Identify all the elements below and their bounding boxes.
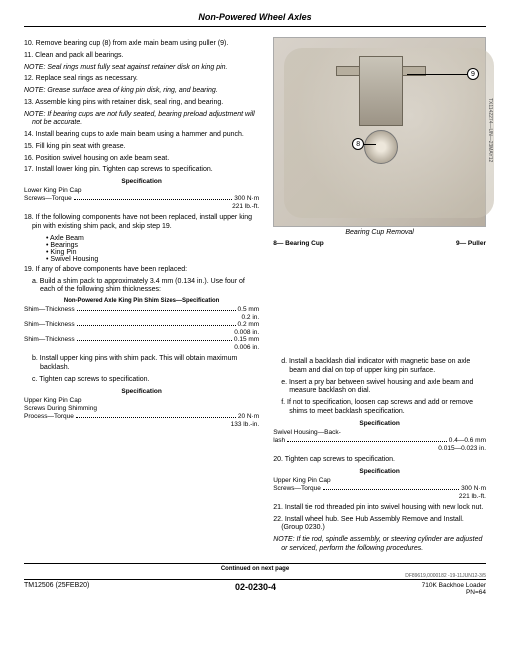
list-item: Bearings bbox=[46, 242, 259, 249]
spec-heading: Specification bbox=[273, 468, 486, 475]
leader-dots bbox=[287, 437, 447, 442]
footer-mid: 02-0230-4 bbox=[235, 582, 276, 596]
content-columns: 10. Remove bearing cup (8) from axle mai… bbox=[24, 37, 486, 557]
spec-label: Screws During Shimming bbox=[24, 405, 97, 413]
spec-value: 0.4—0.6 mm bbox=[449, 437, 486, 445]
bearing-cup-figure: 8 9 TX1142274—UN—23MAY12 bbox=[273, 37, 486, 227]
spec-value: 0.006 in. bbox=[24, 344, 259, 351]
list-item: Swivel Housing bbox=[46, 256, 259, 263]
spec-value: 221 lb.-ft. bbox=[24, 203, 259, 210]
step-19c: c. Tighten cap screws to specification. bbox=[40, 376, 259, 385]
spec-value: 0.008 in. bbox=[24, 329, 259, 336]
step-10: 10. Remove bearing cup (8) from axle mai… bbox=[32, 40, 259, 49]
leader-dots bbox=[74, 195, 233, 200]
list-item: King Pin bbox=[46, 249, 259, 256]
note-3: NOTE: If bearing cups are not fully seat… bbox=[24, 111, 259, 129]
spec-value: 300 N·m bbox=[234, 195, 259, 203]
step-21: 21. Install tie rod threaded pin into sw… bbox=[281, 504, 486, 513]
continued-text: Continued on next page bbox=[221, 566, 289, 572]
step-17: 17. Install lower king pin. Tighten cap … bbox=[32, 166, 259, 175]
leader-dots bbox=[323, 485, 459, 490]
step-18: 18. If the following components have not… bbox=[32, 214, 259, 232]
figure-caption: Bearing Cup Removal bbox=[273, 229, 486, 236]
spec-lower-kingpin: Lower King Pin Cap Screws—Torque 300 N·m… bbox=[24, 187, 259, 210]
footer-title: 710K Backhoe Loader bbox=[422, 582, 486, 589]
legend-item: 9— Puller bbox=[456, 240, 486, 247]
footer-right: 710K Backhoe Loader PN=64 bbox=[422, 582, 486, 596]
spec-label: Process—Torque bbox=[24, 413, 74, 421]
leader-dots bbox=[77, 321, 236, 326]
spec-value: 0.2 mm bbox=[238, 321, 260, 329]
step-19: 19. If any of above components have been… bbox=[32, 266, 259, 275]
spacer bbox=[273, 255, 486, 355]
spec-value: 221 lb.-ft. bbox=[273, 493, 486, 500]
step-16: 16. Position swivel housing on axle beam… bbox=[32, 155, 259, 164]
spec-label: Shim—Thickness bbox=[24, 336, 75, 344]
figure-code: TX1142274—UN—23MAY12 bbox=[487, 98, 493, 162]
spec-label: Shim—Thickness bbox=[24, 321, 75, 329]
spec-backlash: Swivel Housing—Back- lash 0.4—0.6 mm 0.0… bbox=[273, 429, 486, 452]
shim-spec-table: Shim—Thickness 0.5 mm 0.2 in. Shim—Thickn… bbox=[24, 306, 259, 351]
step-19a: a. Build a shim pack to approximately 3.… bbox=[40, 278, 259, 296]
step-14: 14. Install bearing cups to axle main be… bbox=[32, 131, 259, 140]
spec-label: Upper King Pin Cap bbox=[24, 397, 81, 405]
step-12: 12. Replace seal rings as necessary. bbox=[32, 75, 259, 84]
leader-dots bbox=[77, 306, 236, 311]
spec-value: 0.15 mm bbox=[234, 336, 259, 344]
spec-value: 0.2 in. bbox=[24, 314, 259, 321]
spec-label: Screws—Torque bbox=[24, 195, 72, 203]
continued-line: Continued on next page bbox=[24, 563, 486, 572]
spec-heading: Specification bbox=[24, 388, 259, 395]
footer-left: TM12506 (25FEB20) bbox=[24, 582, 89, 596]
spec-upper-shim: Upper King Pin Cap Screws During Shimmin… bbox=[24, 397, 259, 428]
step-19b: b. Install upper king pins with shim pac… bbox=[40, 355, 259, 373]
spec-value: 133 lb.-in. bbox=[24, 421, 259, 428]
footer-pn: PN=64 bbox=[422, 589, 486, 596]
step-20: 20. Tighten cap screws to specification. bbox=[281, 456, 486, 465]
step-19d: d. Install a backlash dial indicator wit… bbox=[289, 358, 486, 376]
spec-heading: Specification bbox=[273, 420, 486, 427]
spec-label: Shim—Thickness bbox=[24, 306, 75, 314]
legend-item: 8— Bearing Cup bbox=[273, 240, 324, 247]
list-item: Axle Beam bbox=[46, 235, 259, 242]
spec-label: Lower King Pin Cap bbox=[24, 187, 81, 195]
leader-dots bbox=[77, 336, 232, 341]
spec-value: 300 N·m bbox=[461, 485, 486, 493]
callout-9: 9 bbox=[467, 68, 479, 80]
shim-spec-heading: Non-Powered Axle King Pin Shim Sizes—Spe… bbox=[24, 298, 259, 304]
spec-heading: Specification bbox=[24, 178, 259, 185]
spec-label: Swivel Housing—Back- bbox=[273, 429, 341, 437]
spec-value: 20 N·m bbox=[238, 413, 259, 421]
note-4: NOTE: If tie rod, spindle assembly, or s… bbox=[273, 536, 486, 554]
left-column: 10. Remove bearing cup (8) from axle mai… bbox=[24, 37, 259, 557]
callout-line bbox=[407, 74, 467, 75]
step-22: 22. Install wheel hub. See Hub Assembly … bbox=[281, 516, 486, 534]
note-1: NOTE: Seal rings must fully seat against… bbox=[24, 64, 259, 73]
note-2: NOTE: Grease surface area of king pin di… bbox=[24, 87, 259, 96]
figure-bearing bbox=[364, 130, 398, 164]
step-11: 11. Clean and pack all bearings. bbox=[32, 52, 259, 61]
step-13: 13. Assemble king pins with retainer dis… bbox=[32, 99, 259, 108]
figure-legend: 8— Bearing Cup 9— Puller bbox=[273, 240, 486, 247]
spec-value: 0.5 mm bbox=[238, 306, 260, 314]
callout-line bbox=[364, 144, 376, 145]
step-15: 15. Fill king pin seat with grease. bbox=[32, 143, 259, 152]
spec-label: Upper King Pin Cap bbox=[273, 477, 330, 485]
step-19e: e. Insert a pry bar between swivel housi… bbox=[289, 379, 486, 397]
section-title: Non-Powered Wheel Axles bbox=[24, 12, 486, 27]
right-column: 8 9 TX1142274—UN—23MAY12 Bearing Cup Rem… bbox=[273, 37, 486, 557]
spec-label: lash bbox=[273, 437, 285, 445]
spec-upper-kingpin: Upper King Pin Cap Screws—Torque 300 N·m… bbox=[273, 477, 486, 500]
spec-label: Screws—Torque bbox=[273, 485, 321, 493]
page-footer: TM12506 (25FEB20) 02-0230-4 710K Backhoe… bbox=[24, 579, 486, 596]
component-list: Axle Beam Bearings King Pin Swivel Housi… bbox=[46, 235, 259, 263]
leader-dots bbox=[76, 413, 236, 418]
spec-value: 0.015—0.023 in. bbox=[273, 445, 486, 452]
figure-clamp bbox=[359, 56, 403, 126]
step-19f: f. If not to specification, loosen cap s… bbox=[289, 399, 486, 417]
